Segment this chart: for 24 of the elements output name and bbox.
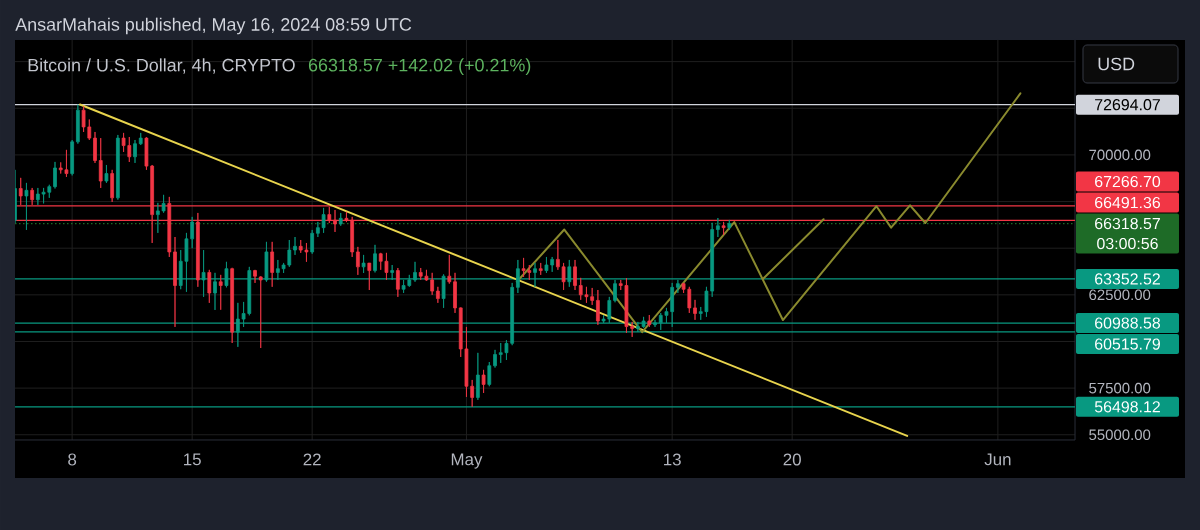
x-tick-label: 13	[664, 453, 681, 466]
x-tick-label: 8	[68, 453, 77, 466]
ref-line-label: 56498.12	[1094, 401, 1160, 413]
text: 03:00:56	[1097, 237, 1158, 250]
y-tick-label: 62500.00	[1089, 289, 1151, 301]
ref-line-label: 63352.52	[1095, 273, 1160, 285]
x-tick-label: Jun	[984, 453, 1011, 466]
ref-line-label: 66318.57	[1095, 217, 1160, 230]
text: AnsarMahais published, May 16, 2024 08:59 UTC	[15, 17, 412, 35]
x-tick-label: 15	[184, 453, 201, 466]
x-tick-label: 20	[783, 453, 801, 466]
y-tick-label: 55000.00	[1089, 429, 1151, 441]
ref-line-label: 60988.58	[1095, 317, 1161, 329]
text: Bitcoin / U.S. Dollar, 4h, CRYPTO	[28, 58, 295, 74]
x-tick-label: 22	[303, 453, 321, 466]
y-tick-label: 57500.00	[1089, 382, 1151, 394]
text: 66318.57 +142.02 (+0.21%)	[308, 58, 531, 76]
y-tick-label: 70000.00	[1089, 149, 1151, 161]
ref-line-label: 67266.70	[1095, 175, 1161, 188]
ref-line-label: 60515.79	[1095, 338, 1160, 350]
ref-line-label: 72694.07	[1095, 99, 1160, 111]
ref-line-label: 66491.36	[1095, 196, 1161, 209]
text: USD	[1098, 57, 1135, 71]
x-tick-label: May	[451, 453, 483, 469]
